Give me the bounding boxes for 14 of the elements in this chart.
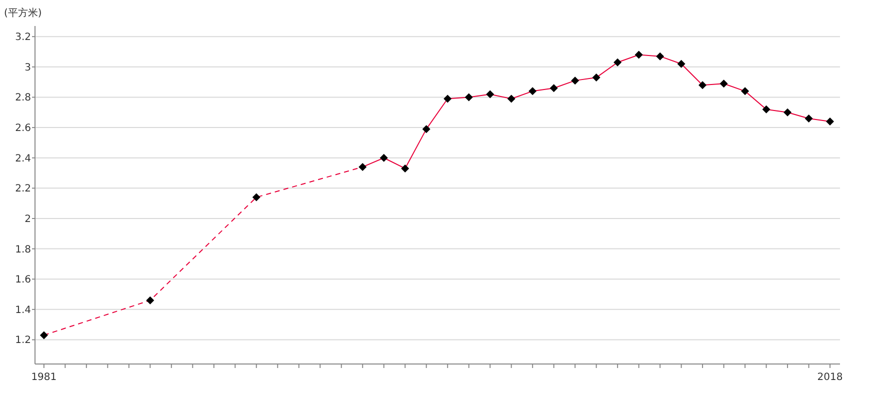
y-tick-label: 2.8 xyxy=(15,92,31,104)
y-tick-label: 1.8 xyxy=(15,244,31,256)
y-tick-label: 3.2 xyxy=(15,32,31,44)
x-tick-label: 2018 xyxy=(817,372,843,383)
x-tick-label: 1981 xyxy=(31,372,57,383)
y-tick-label: 1.4 xyxy=(15,304,31,316)
y-tick-label: 1.2 xyxy=(15,335,31,346)
y-tick-label: 3 xyxy=(24,62,31,74)
y-tick-label: 2.6 xyxy=(15,123,31,134)
y-axis-title: (平方米) xyxy=(4,7,42,19)
y-tick-label: 2.4 xyxy=(15,153,31,164)
y-tick-label: 1.6 xyxy=(15,274,31,286)
y-tick-label: 2 xyxy=(24,214,31,225)
y-tick-label: 2.2 xyxy=(15,184,31,195)
